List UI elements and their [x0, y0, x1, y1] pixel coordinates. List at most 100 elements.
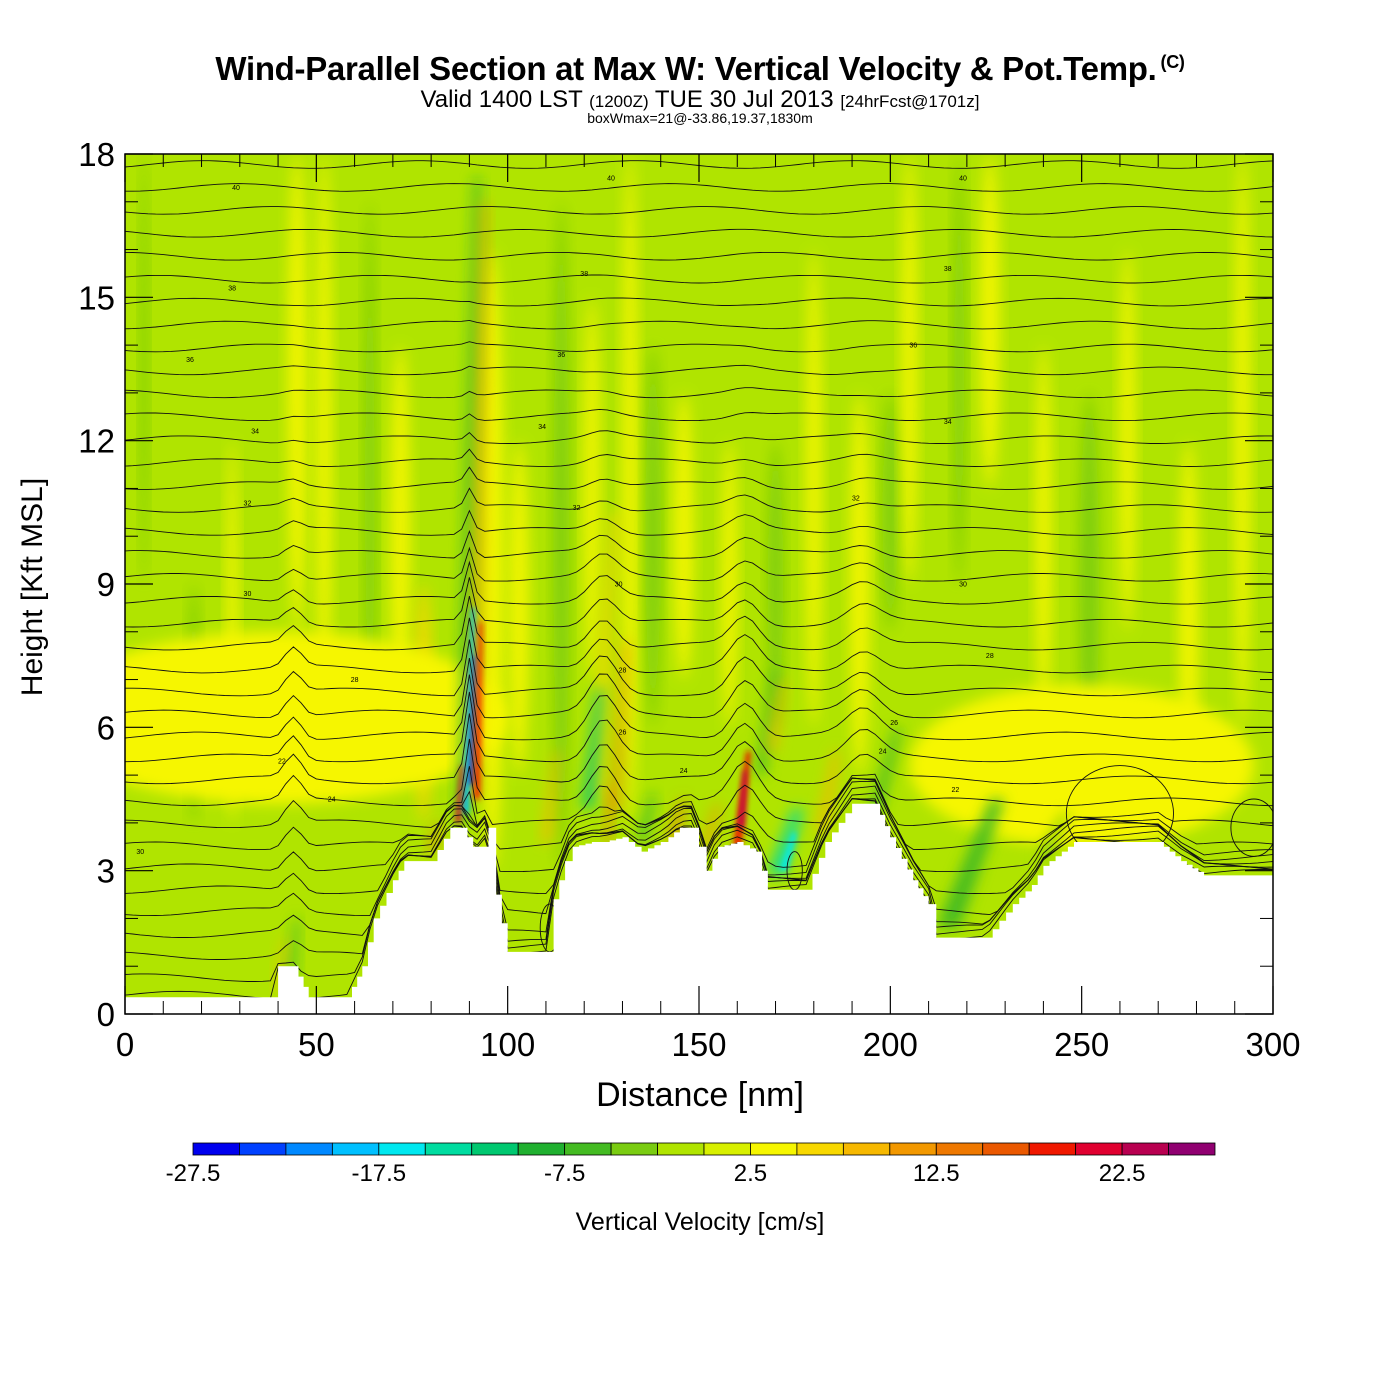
velocity-streak	[850, 392, 870, 776]
velocity-band	[125, 631, 508, 804]
velocity-streak	[364, 201, 376, 776]
theta-contour-label: 34	[944, 419, 952, 426]
theta-contour-label: 38	[944, 266, 952, 273]
velocity-cell	[542, 751, 560, 842]
x-tick-label: 200	[863, 1026, 918, 1063]
theta-contour	[125, 206, 1273, 215]
theta-contour	[125, 487, 1273, 513]
theta-contour-label: 40	[959, 175, 967, 182]
theta-contour-label: 24	[328, 797, 336, 804]
theta-contour-label: 30	[136, 849, 144, 856]
chart-title-text: Wind-Parallel Section at Max W: Vertical…	[215, 50, 1157, 87]
x-axis-title: Distance [nm]	[596, 1076, 804, 1114]
y-tick-label: 3	[97, 853, 115, 890]
velocity-streak	[316, 154, 332, 728]
theta-contour	[125, 274, 1273, 284]
velocity-streak	[882, 392, 898, 632]
velocity-streak	[1079, 392, 1099, 776]
theta-contour	[125, 319, 1273, 330]
theta-contour	[125, 766, 1273, 829]
theta-contour	[125, 529, 1273, 559]
velocity-cell	[474, 622, 483, 799]
theta-contour	[125, 364, 1273, 376]
y-tick-label: 18	[78, 136, 115, 173]
terrain-mask	[125, 803, 1273, 1014]
theta-contour	[125, 228, 1273, 238]
velocity-streak	[645, 345, 661, 728]
velocity-cell	[610, 641, 629, 814]
theta-contour-label: 32	[573, 505, 581, 512]
theta-contour-label: 28	[619, 668, 627, 675]
theta-contour-label: 30	[244, 591, 252, 598]
box-wmax-info: boxWmax=21@-33.86,19.37,1830m	[587, 110, 813, 126]
theta-contour-label: 36	[557, 352, 565, 359]
theta-contour	[125, 546, 1273, 582]
velocity-cell	[582, 689, 603, 809]
theta-contour	[125, 448, 1273, 467]
theta-contour	[125, 777, 1273, 851]
y-tick-label: 12	[78, 423, 115, 460]
theta-contour-label: 24	[680, 768, 688, 775]
velocity-cell	[936, 799, 1005, 928]
y-tick-label: 15	[78, 279, 115, 316]
chart-title: Wind-Parallel Section at Max W: Vertical…	[0, 50, 1400, 88]
valid-utc: (1200Z)	[589, 92, 649, 111]
theta-contour	[125, 738, 1273, 807]
velocity-streak	[953, 154, 965, 584]
theta-contour	[125, 509, 1273, 536]
y-tick-label: 0	[97, 996, 115, 1033]
x-tick-label: 0	[116, 1026, 134, 1063]
copyright-mark: (C)	[1160, 52, 1185, 72]
x-tick-label: 50	[298, 1026, 335, 1063]
velocity-streak	[140, 154, 148, 584]
theta-contour	[125, 577, 1273, 628]
theta-contour-label: 34	[538, 424, 546, 431]
valid-time: Valid 1400 LST (1200Z) TUE 30 Jul 2013 […	[0, 86, 1400, 114]
y-tick-label: 6	[97, 709, 115, 746]
theta-contour-label: 24	[879, 749, 887, 756]
theta-contour-label: 36	[186, 357, 194, 364]
theta-contour-label: 28	[351, 677, 359, 684]
theta-contour	[125, 596, 1273, 651]
velocity-cell	[457, 177, 480, 823]
velocity-cell	[469, 201, 488, 799]
velocity-cell	[816, 751, 840, 833]
velocity-cell	[702, 803, 721, 847]
theta-contour	[125, 691, 1273, 763]
velocity-streak	[1035, 345, 1052, 728]
theta-contour	[1230, 798, 1273, 857]
y-tick-label: 9	[97, 566, 115, 603]
theta-contour-label: 32	[244, 500, 252, 507]
theta-contour	[125, 138, 1273, 146]
velocity-streak	[767, 440, 784, 728]
colorbar-title: Vertical Velocity [cm/s]	[575, 1208, 825, 1236]
velocity-streak	[287, 154, 307, 632]
velocity-streak	[721, 440, 738, 728]
y-axis-title: Height [Kft MSL]	[16, 477, 49, 697]
valid-prefix: Valid 1400 LST	[420, 86, 583, 113]
theta-contour-label: 38	[580, 271, 588, 278]
theta-contour-label: 30	[959, 582, 967, 589]
theta-contour-label: 34	[251, 429, 259, 436]
theta-contour	[125, 387, 1273, 399]
velocity-band	[909, 684, 1254, 847]
forecast-info: [24hrFcst@1701z]	[840, 92, 980, 111]
theta-contour-label: 40	[607, 175, 615, 182]
velocity-streak	[674, 392, 694, 680]
valid-date: TUE 30 Jul 2013	[654, 86, 834, 113]
theta-contour-label: 36	[909, 343, 917, 350]
theta-contour	[125, 408, 1273, 422]
velocity-streak	[390, 345, 411, 728]
velocity-streak	[1119, 249, 1136, 632]
theta-contour-label: 38	[228, 285, 236, 292]
theta-contour-label: 26	[890, 720, 898, 727]
theta-contour	[125, 617, 1273, 674]
velocity-streak	[980, 154, 1000, 489]
theta-contour	[125, 658, 1273, 719]
x-tick-label: 300	[1245, 1026, 1300, 1063]
velocity-cell	[738, 770, 747, 828]
x-tick-label: 150	[671, 1026, 726, 1063]
theta-contour	[125, 341, 1273, 353]
theta-contour-label: 26	[619, 730, 627, 737]
